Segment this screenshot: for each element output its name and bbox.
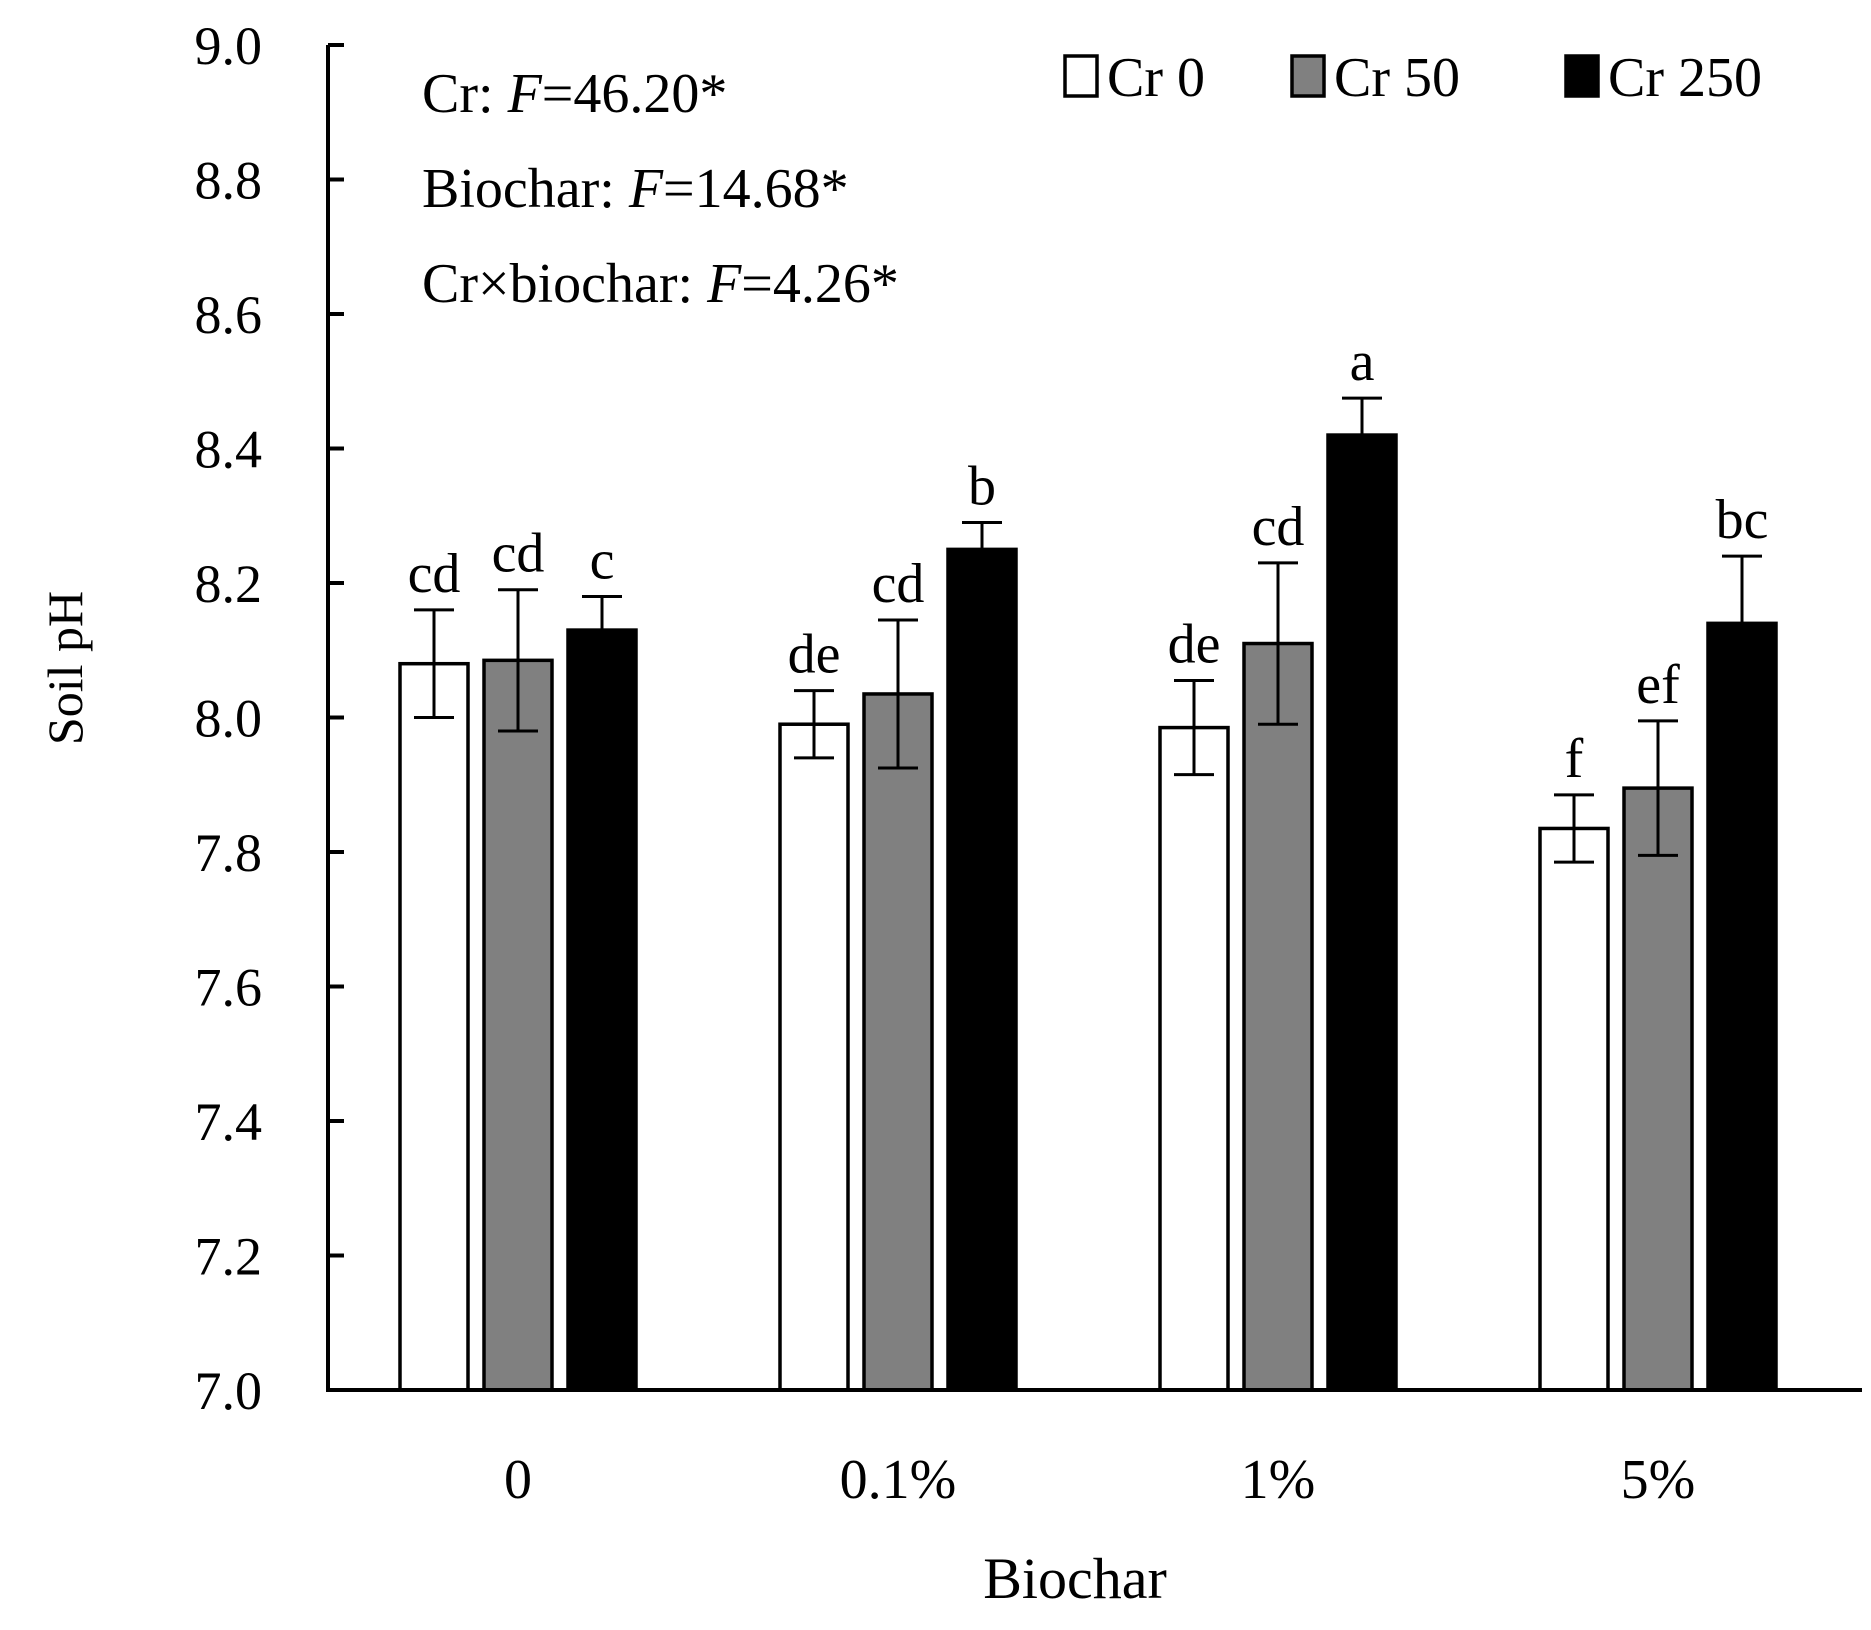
bar (566, 628, 638, 1392)
y-tick-label: 7.8 (195, 823, 263, 883)
anova-annotation: Cr×biochar: F=4.26* (422, 253, 899, 315)
annotation-value: =46.20* (542, 63, 728, 125)
bar (1326, 433, 1398, 1392)
significance-letter: de (1168, 614, 1221, 676)
significance-letter: b (968, 455, 996, 517)
legend-swatch (1063, 54, 1099, 98)
anova-annotation: Cr: F=46.20* (422, 63, 727, 125)
y-axis-title: Soil pH (37, 591, 93, 745)
bar (1622, 786, 1694, 1392)
y-tick-label: 7.2 (195, 1227, 263, 1287)
annotation-stat-symbol: F (507, 63, 543, 125)
annotation-value: =14.68* (663, 158, 849, 220)
anova-annotations: Cr: F=46.20*Biochar: F=14.68*Cr×biochar:… (422, 63, 899, 315)
significance-letter: cd (872, 553, 925, 615)
annotation-prefix: Cr: (422, 63, 508, 125)
error-bars (414, 396, 1762, 864)
annotation-prefix: Cr×biochar: (422, 253, 707, 315)
y-ticks (328, 43, 344, 1392)
significance-letter: ef (1636, 654, 1680, 716)
annotation-prefix: Biochar: (422, 158, 629, 220)
legend-label: Cr 250 (1608, 47, 1762, 109)
significance-letter: f (1565, 728, 1584, 790)
significance-letter: a (1350, 331, 1375, 393)
annotation-value: =4.26* (741, 253, 899, 315)
y-tick-label: 8.6 (195, 285, 263, 345)
y-tick-label: 8.4 (195, 420, 263, 480)
bars (398, 433, 1778, 1392)
y-tick-label: 8.2 (195, 554, 263, 614)
y-tick-label: 7.0 (195, 1361, 263, 1421)
x-tick-labels: 0 0.1% 1% 5% (504, 1449, 1695, 1511)
significance-letter: de (788, 624, 841, 686)
legend: Cr 0 Cr 50 Cr 250 (1063, 47, 1762, 109)
significance-letter: cd (408, 543, 461, 605)
significance-letter: bc (1716, 489, 1769, 551)
legend-label: Cr 50 (1334, 47, 1460, 109)
annotation-stat-symbol: F (628, 158, 664, 220)
legend-label: Cr 0 (1107, 47, 1205, 109)
anova-annotation: Biochar: F=14.68* (422, 158, 849, 220)
significance-letter: cd (1252, 496, 1305, 558)
x-tick-label: 0.1% (840, 1449, 957, 1511)
x-tick-label: 1% (1241, 1449, 1316, 1511)
bar (862, 692, 934, 1392)
legend-swatch (1564, 54, 1600, 98)
x-tick-label: 0 (504, 1449, 532, 1511)
y-tick-labels: 7.0 7.2 7.4 7.6 7.8 8.0 8.2 8.4 8.6 8.8 9.0 (195, 16, 263, 1421)
bar (946, 547, 1018, 1392)
y-tick-label: 8.0 (195, 689, 263, 749)
x-axis-title: Biochar (983, 1546, 1167, 1611)
bar (398, 661, 470, 1392)
significance-letter: cd (492, 523, 545, 585)
bar (482, 658, 554, 1392)
axes (326, 45, 1862, 1392)
annotation-stat-symbol: F (706, 253, 742, 315)
legend-swatch (1290, 54, 1326, 98)
y-tick-label: 8.8 (195, 151, 263, 211)
bar (1706, 621, 1778, 1392)
significance-letter: c (590, 529, 615, 591)
bar (778, 722, 850, 1392)
bar (1158, 725, 1230, 1392)
y-tick-label: 7.6 (195, 958, 263, 1018)
y-tick-label: 7.4 (195, 1092, 263, 1152)
x-tick-label: 5% (1621, 1449, 1696, 1511)
bar (1242, 641, 1314, 1392)
bar (1538, 826, 1610, 1392)
y-tick-label: 9.0 (195, 16, 263, 76)
